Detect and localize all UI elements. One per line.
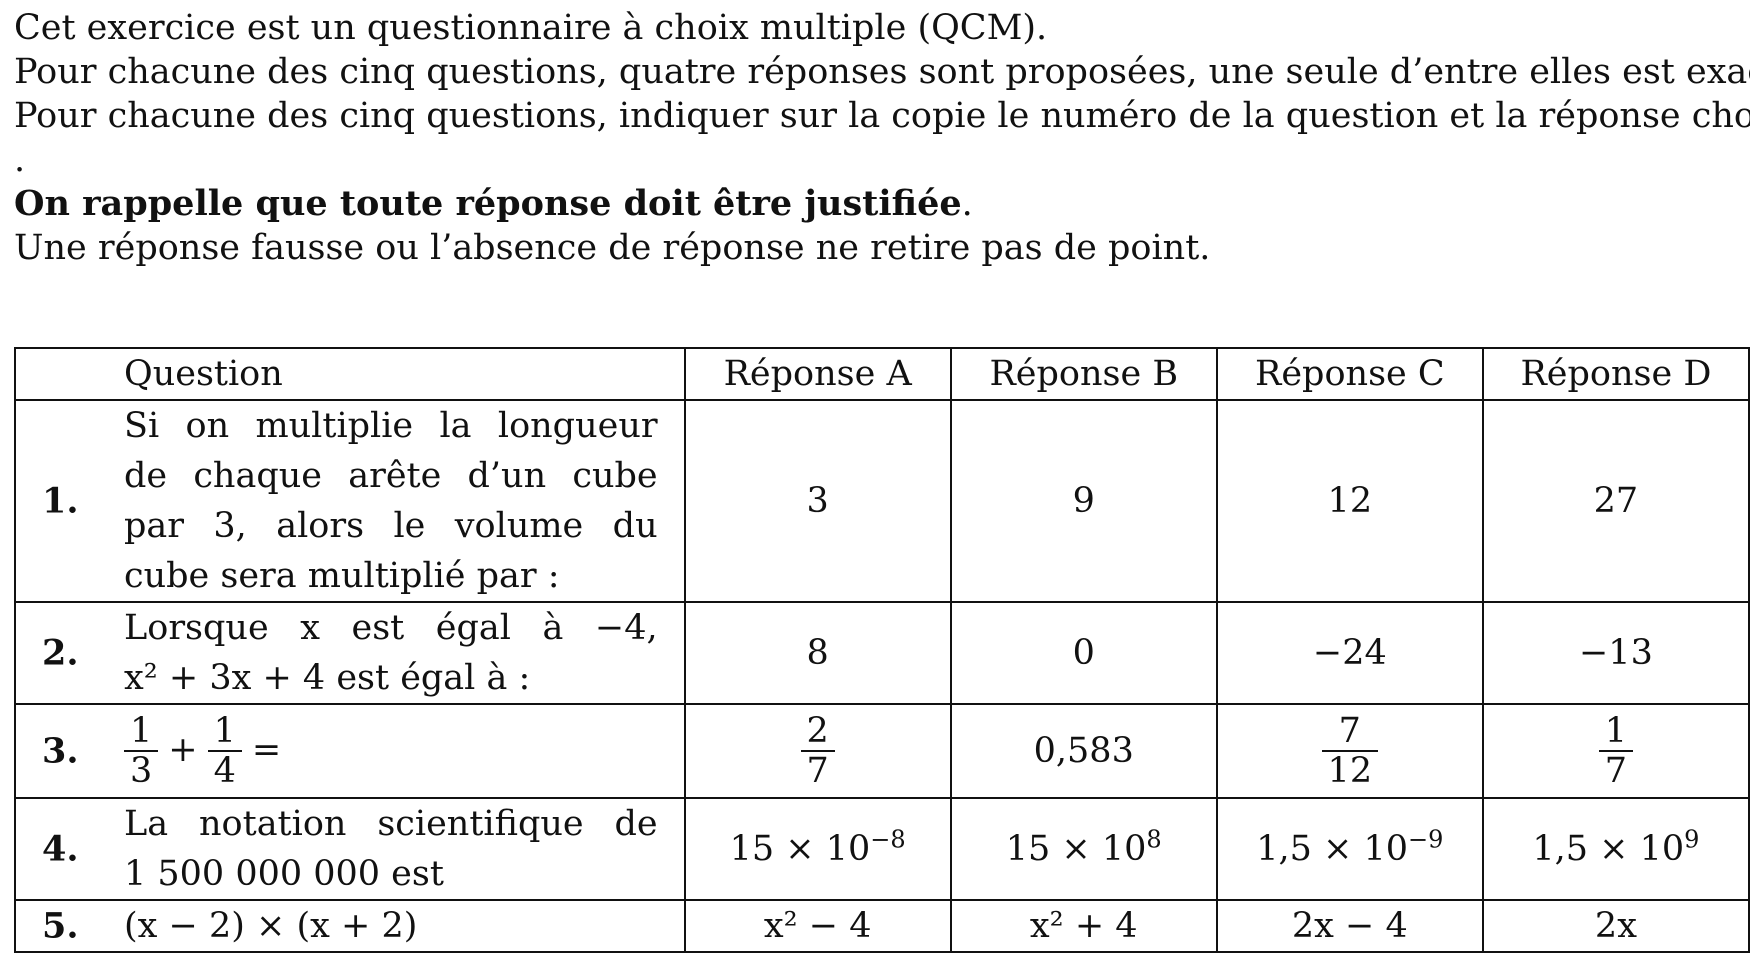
header-answer-a: Réponse A <box>683 347 952 401</box>
answer-1d: 27 <box>1481 399 1750 603</box>
exponent: 9 <box>1684 825 1700 854</box>
question-5-expression: (x − 2) × (x + 2) <box>124 906 418 946</box>
answer-5c: 2x − 4 <box>1215 899 1484 953</box>
mantissa: 15 × 10 <box>1005 829 1147 869</box>
mantissa: 15 × 10 <box>729 829 871 869</box>
fraction-denominator: 7 <box>1598 750 1634 790</box>
answer-2d: −13 <box>1481 601 1750 705</box>
table-header-row: Question Réponse A Réponse B Réponse C R… <box>14 347 1750 401</box>
answer-4c: 1,5 × 10−9 <box>1215 797 1484 901</box>
question-1-line: cube sera multiplié par : <box>124 556 560 596</box>
question-cell-2: 2. Lorsque x est égal à −4, x² + 3x + 4 … <box>14 601 686 705</box>
header-answer-c: Réponse C <box>1215 347 1484 401</box>
header-question: Question <box>14 347 686 401</box>
question-text-1: Si on multiplie la longueur de chaque ar… <box>124 401 658 601</box>
intro-line-5: On rappelle que toute réponse doit être … <box>14 182 1744 226</box>
question-text-5: (x − 2) × (x + 2) <box>124 901 658 951</box>
table-row: 2. Lorsque x est égal à −4, x² + 3x + 4 … <box>14 601 1750 705</box>
fraction-denominator: 4 <box>207 750 242 790</box>
answer-1a: 3 <box>683 399 952 603</box>
answer-4a: 15 × 10−8 <box>683 797 952 901</box>
qcm-table: Question Réponse A Réponse B Réponse C R… <box>14 347 1750 953</box>
fraction-numerator: 1 <box>130 711 153 751</box>
answer-3c: 7 12 <box>1215 703 1484 799</box>
answer-4b: 15 × 108 <box>949 797 1218 901</box>
fraction-numerator: 1 <box>1604 711 1628 751</box>
fraction-numerator: 2 <box>806 711 829 751</box>
fraction-denominator: 7 <box>800 750 835 790</box>
answer-2c: −24 <box>1215 601 1484 705</box>
exponent: −8 <box>870 825 906 854</box>
question-4-line-2: 1 500 000 000 est <box>124 854 444 894</box>
header-answer-b: Réponse B <box>949 347 1218 401</box>
answer-1c: 12 <box>1215 399 1484 603</box>
justification-reminder: On rappelle que toute réponse doit être … <box>14 183 962 224</box>
answer-3b: 0,583 <box>949 703 1218 799</box>
question-2-line-2: x² + 3x + 4 est égal à : <box>124 658 531 698</box>
question-number-4: 4. <box>42 828 79 870</box>
answer-5d: 2x <box>1481 899 1750 953</box>
question-cell-4: 4. La notation scientifique de 1 500 000… <box>14 797 686 901</box>
exponent: 8 <box>1146 825 1162 854</box>
fraction-numerator: 7 <box>1338 711 1361 751</box>
table-row: 5. (x − 2) × (x + 2) x² − 4 x² + 4 2x − … <box>14 899 1750 953</box>
fraction-denominator: 3 <box>124 750 159 790</box>
table-row: 4. La notation scientifique de 1 500 000… <box>14 797 1750 901</box>
table-row: 1. Si on multiplie la longueur de chaque… <box>14 399 1750 603</box>
intro-line-6: Une réponse fausse ou l’absence de répon… <box>14 228 1211 268</box>
question-number-2: 2. <box>42 632 79 674</box>
intro-line-4: . <box>14 140 26 180</box>
answer-2b: 0 <box>949 601 1218 705</box>
answer-5b: x² + 4 <box>949 899 1218 953</box>
plus-sign: + <box>168 729 198 770</box>
question-1-line: par 3, alors le volume du <box>124 506 658 546</box>
question-1-line: de chaque arête d’un cube <box>124 456 658 496</box>
header-answer-d: Réponse D <box>1481 347 1750 401</box>
intro-line-5-end: . <box>961 184 973 224</box>
mantissa: 1,5 × 10 <box>1532 829 1685 869</box>
exponent: −9 <box>1408 825 1444 854</box>
question-number-1: 1. <box>42 480 79 522</box>
answer-1b: 9 <box>949 399 1218 603</box>
question-text-3: 1 3 +1 4 = <box>124 712 658 790</box>
question-text-2: Lorsque x est égal à −4, x² + 3x + 4 est… <box>124 603 658 703</box>
intro-line-1: Cet exercice est un questionnaire à choi… <box>14 8 1048 48</box>
question-cell-3: 3. 1 3 +1 4 = <box>14 703 686 799</box>
fraction-numerator: 1 <box>213 711 236 751</box>
answer-2a: 8 <box>683 601 952 705</box>
question-cell-1: 1. Si on multiplie la longueur de chaque… <box>14 399 686 603</box>
answer-4d: 1,5 × 109 <box>1481 797 1750 901</box>
question-number-3: 3. <box>42 730 79 772</box>
question-text-4: La notation scientifique de 1 500 000 00… <box>124 799 658 899</box>
answer-5a: x² − 4 <box>683 899 952 953</box>
intro-line-2: Pour chacune des cinq questions, quatre … <box>14 52 1750 92</box>
question-4-line-1: La notation scientifique de <box>124 804 658 844</box>
mantissa: 1,5 × 10 <box>1256 829 1409 869</box>
intro-line-3: Pour chacune des cinq questions, indique… <box>14 96 1750 136</box>
question-cell-5: 5. (x − 2) × (x + 2) <box>14 899 686 953</box>
question-2-line-1: Lorsque x est égal à −4, <box>124 608 658 648</box>
question-1-line: Si on multiplie la longueur <box>124 406 658 446</box>
instructions: Cet exercice est un questionnaire à choi… <box>14 6 1750 270</box>
fraction-denominator: 12 <box>1321 750 1379 790</box>
equals-sign: = <box>251 729 282 770</box>
fraction-answer-3c: 7 12 <box>1321 711 1379 790</box>
question-number-5: 5. <box>42 905 79 947</box>
